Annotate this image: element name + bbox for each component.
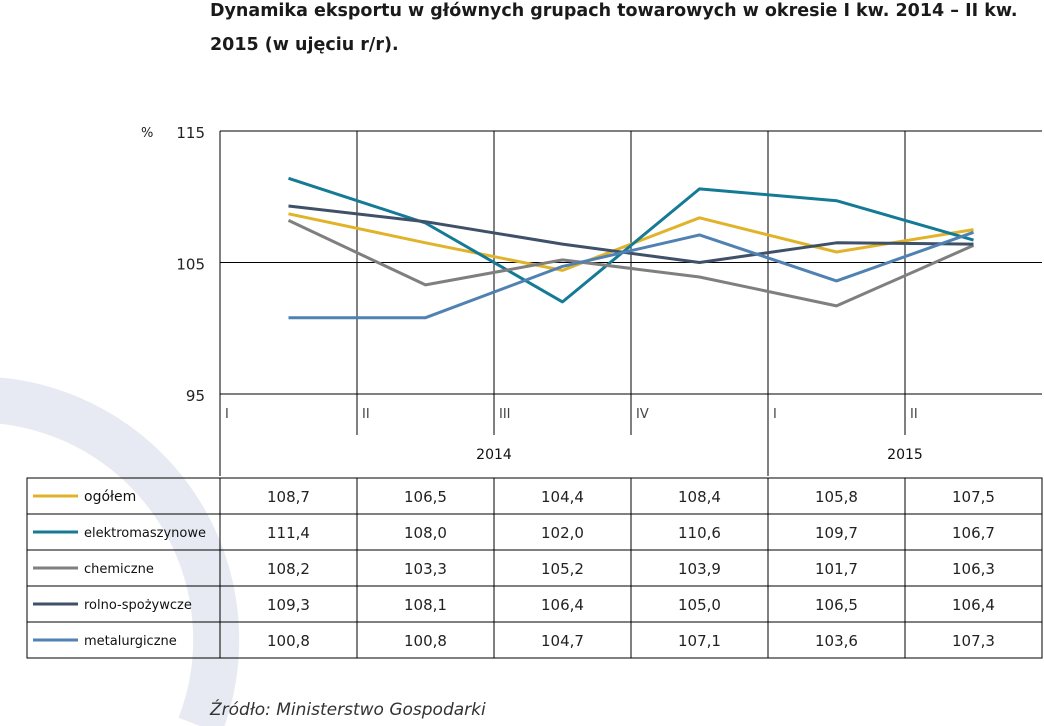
data-label: 106,5 (815, 596, 858, 614)
source-note: Źródło: Ministerstwo Gospodarki (210, 700, 486, 720)
data-table-frame (26, 477, 1043, 659)
x-tick-label: IV (636, 407, 649, 422)
chart-title: Dynamika eksportu w głównych grupach tow… (210, 1, 1018, 55)
legend-label: rolno-spożywcze (84, 598, 192, 613)
data-label: 108,0 (404, 524, 447, 542)
data-label: 103,9 (678, 560, 721, 578)
x-tick-label: II (910, 407, 918, 422)
x-tick-label: I (773, 407, 777, 422)
data-label: 109,3 (267, 596, 310, 614)
data-label: 108,1 (404, 596, 447, 614)
year-label: 2014 (476, 447, 512, 463)
data-label: 107,1 (678, 632, 721, 650)
data-label: 101,7 (815, 560, 858, 578)
y-tick-label: 115 (176, 124, 205, 142)
x-tick-label: I (225, 407, 229, 422)
data-label: 111,4 (267, 524, 310, 542)
data-label: 102,0 (541, 524, 584, 542)
series-line (288, 230, 975, 320)
data-label: 108,4 (678, 488, 721, 506)
series-line (287, 219, 975, 308)
data-label: 105,2 (541, 560, 584, 578)
x-tick-label: III (499, 407, 511, 422)
data-label: 100,8 (404, 632, 447, 650)
legend-label: chemiczne (84, 562, 154, 577)
y-tick-label: 95 (186, 387, 205, 405)
data-label: 103,6 (815, 632, 858, 650)
legend-label: elektromaszynowe (84, 526, 206, 541)
data-label: 106,4 (952, 596, 995, 614)
legend-label: ogółem (84, 489, 136, 505)
data-label: 106,4 (541, 596, 584, 614)
data-label: 107,3 (952, 632, 995, 650)
data-label: 104,4 (541, 488, 584, 506)
data-label: 105,0 (678, 596, 721, 614)
data-label: 110,6 (678, 524, 721, 542)
data-label: 109,7 (815, 524, 858, 542)
data-label: 108,7 (267, 488, 310, 506)
data-label: 103,3 (404, 560, 447, 578)
series-line (288, 204, 974, 264)
x-tick-label: II (362, 407, 370, 422)
legend-label: metalurgiczne (84, 634, 177, 649)
data-label: 105,8 (815, 488, 858, 506)
y-axis-unit: % (141, 126, 153, 141)
data-label: 106,7 (952, 524, 995, 542)
data-label: 107,5 (952, 488, 995, 506)
data-label: 108,2 (267, 560, 310, 578)
data-label: 104,7 (541, 632, 584, 650)
year-label: 2015 (887, 447, 923, 463)
data-label: 100,8 (267, 632, 310, 650)
data-label: 106,5 (404, 488, 447, 506)
y-tick-label: 105 (176, 256, 205, 274)
series-line (288, 176, 974, 304)
data-label: 106,3 (952, 560, 995, 578)
